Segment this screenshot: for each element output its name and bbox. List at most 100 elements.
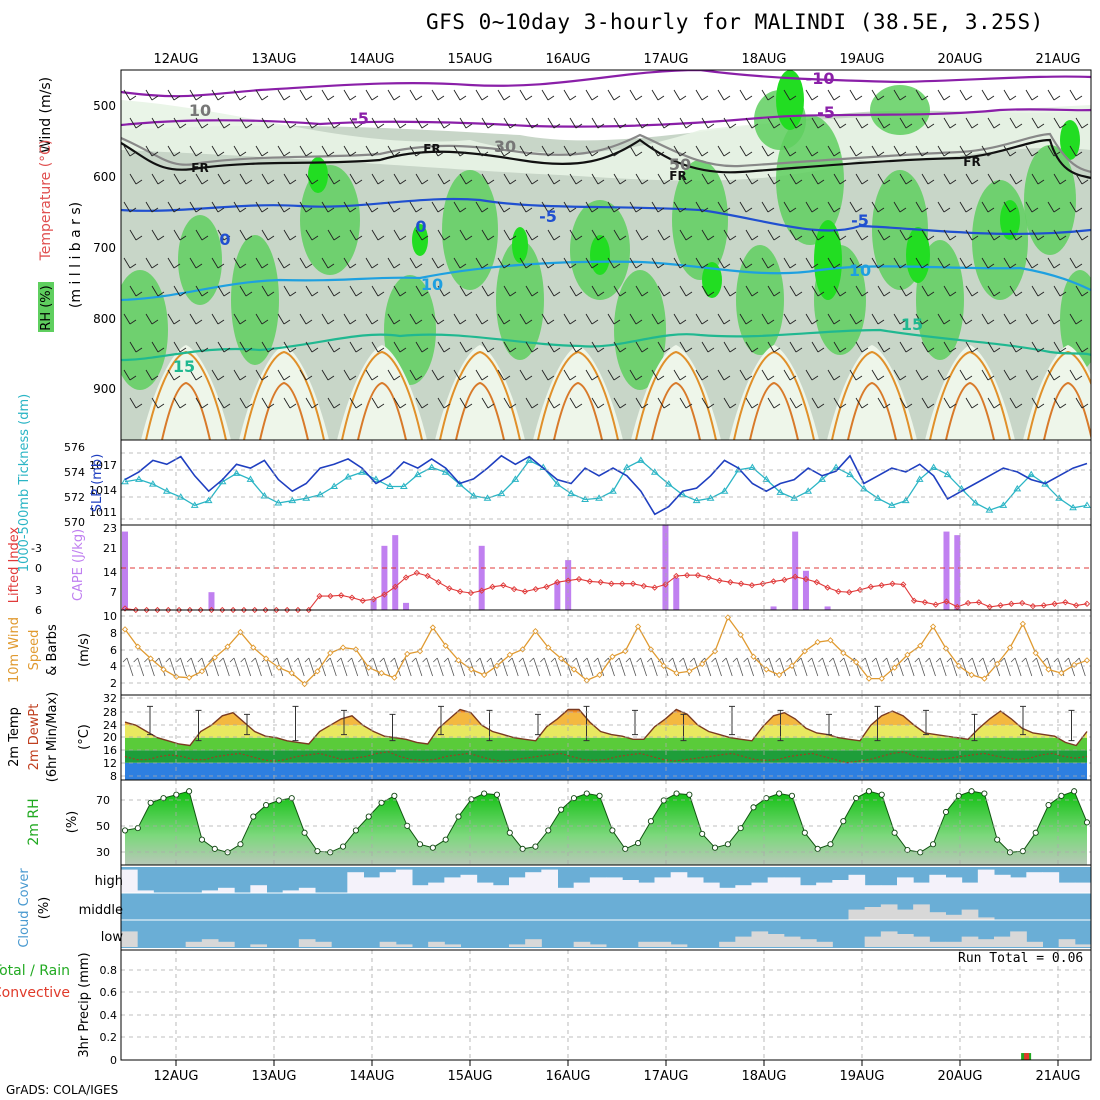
wind-barb bbox=[1009, 397, 1023, 409]
wind-barb bbox=[921, 173, 935, 185]
wind-barb bbox=[393, 341, 407, 353]
temp-band bbox=[125, 709, 1087, 713]
rh-point bbox=[570, 795, 577, 802]
wind-barb bbox=[321, 89, 335, 101]
li-point bbox=[489, 583, 496, 590]
wind-barb bbox=[145, 89, 159, 101]
slp-thickness-panel bbox=[121, 454, 1091, 516]
cloud-cell bbox=[379, 941, 397, 947]
li-point bbox=[727, 579, 734, 586]
li-point bbox=[435, 579, 442, 586]
precip-tick: 0.6 bbox=[100, 986, 118, 999]
cape-bar bbox=[792, 531, 799, 610]
rh-point bbox=[724, 841, 731, 848]
wind-barb bbox=[981, 89, 995, 101]
contour-label: 15 bbox=[173, 357, 195, 376]
li-point bbox=[640, 582, 647, 590]
cloud-cell bbox=[719, 941, 736, 947]
wind-barb bbox=[261, 173, 275, 185]
rh2m-label: 2m RH bbox=[26, 798, 42, 845]
wind-barb bbox=[437, 229, 451, 241]
wind-barb bbox=[349, 173, 363, 185]
wind-barb bbox=[899, 397, 913, 409]
wind-barb bbox=[321, 145, 335, 157]
wind-barb bbox=[563, 313, 577, 325]
wind-barb bbox=[327, 285, 341, 297]
wind-barb bbox=[453, 201, 467, 213]
cloud-cell bbox=[670, 944, 688, 947]
rh-point bbox=[391, 792, 398, 799]
li-point bbox=[165, 606, 172, 614]
wind-barb bbox=[497, 89, 511, 101]
rh-tick: 50 bbox=[96, 820, 110, 833]
li-point bbox=[1062, 599, 1069, 606]
wind-barb bbox=[129, 173, 143, 185]
wind-barb bbox=[827, 313, 841, 325]
wind-barb bbox=[657, 341, 671, 353]
wind-barb bbox=[987, 173, 1001, 185]
wind-barb bbox=[767, 285, 781, 297]
cloud-cell bbox=[897, 934, 914, 947]
wind-barb bbox=[239, 117, 253, 129]
day-label-top: 15AUG bbox=[447, 52, 492, 67]
thickness-tick: 574 bbox=[64, 466, 85, 479]
wind-speed-point bbox=[1058, 669, 1065, 677]
wind-barb bbox=[239, 397, 253, 409]
surface-wind-barb bbox=[293, 657, 305, 677]
li-point bbox=[694, 572, 702, 579]
surface-wind-barb bbox=[914, 657, 926, 677]
wind-barb bbox=[569, 341, 583, 353]
wind-barb bbox=[503, 229, 517, 241]
pressure-tick: 700 bbox=[93, 241, 116, 255]
wind-barb bbox=[921, 397, 935, 409]
wind-barb bbox=[591, 173, 605, 185]
wind-barb bbox=[723, 117, 737, 129]
wind-barb bbox=[629, 257, 643, 269]
wind-barb bbox=[701, 341, 715, 353]
wind-barb bbox=[767, 229, 781, 241]
wind-barb bbox=[607, 369, 621, 381]
li-point bbox=[705, 574, 712, 581]
wind-barb bbox=[283, 229, 297, 241]
wind-barb bbox=[453, 369, 467, 381]
wind-label-c: & Barbs bbox=[45, 624, 60, 676]
wind-barb bbox=[239, 173, 253, 185]
surface-wind-barb bbox=[861, 657, 872, 677]
wind-barb bbox=[173, 341, 187, 353]
wind-barb bbox=[123, 369, 137, 381]
thickness-point bbox=[1013, 484, 1022, 492]
thickness-point bbox=[623, 463, 631, 471]
wind-barb bbox=[783, 369, 797, 381]
wind-barb bbox=[239, 285, 253, 297]
wind-speed-point bbox=[1083, 657, 1091, 664]
wind-barb bbox=[893, 201, 907, 213]
wind-barb bbox=[211, 257, 225, 269]
wind-barb bbox=[327, 341, 341, 353]
thickness-point bbox=[469, 491, 478, 499]
thickness-point bbox=[399, 482, 408, 489]
wind-barb bbox=[1053, 341, 1067, 353]
cloud-cell bbox=[218, 941, 235, 947]
surface-wind-barb bbox=[614, 657, 626, 677]
pressure-tick: 900 bbox=[93, 382, 116, 396]
wind-barb bbox=[1075, 173, 1089, 185]
pressure-tick: 800 bbox=[93, 312, 116, 326]
thickness-point bbox=[790, 494, 799, 501]
wind-barb bbox=[827, 89, 841, 101]
wind-barb bbox=[547, 117, 561, 129]
temp-20-contour bbox=[341, 350, 423, 440]
surface-wind-barb bbox=[486, 657, 498, 677]
wind-barb bbox=[167, 145, 181, 157]
wind-barb bbox=[541, 89, 555, 101]
thickness-point bbox=[149, 480, 157, 487]
surface-dome bbox=[729, 345, 819, 440]
wind-barb bbox=[987, 229, 1001, 241]
thickness-point bbox=[372, 475, 380, 482]
wind-barb bbox=[635, 285, 649, 297]
temp-tick: 20 bbox=[103, 731, 117, 744]
wind-speed-point bbox=[891, 664, 898, 671]
wind-barb bbox=[1009, 173, 1023, 185]
thickness-point bbox=[358, 468, 366, 475]
wind-barb bbox=[233, 313, 247, 325]
wind-barb bbox=[541, 369, 555, 381]
